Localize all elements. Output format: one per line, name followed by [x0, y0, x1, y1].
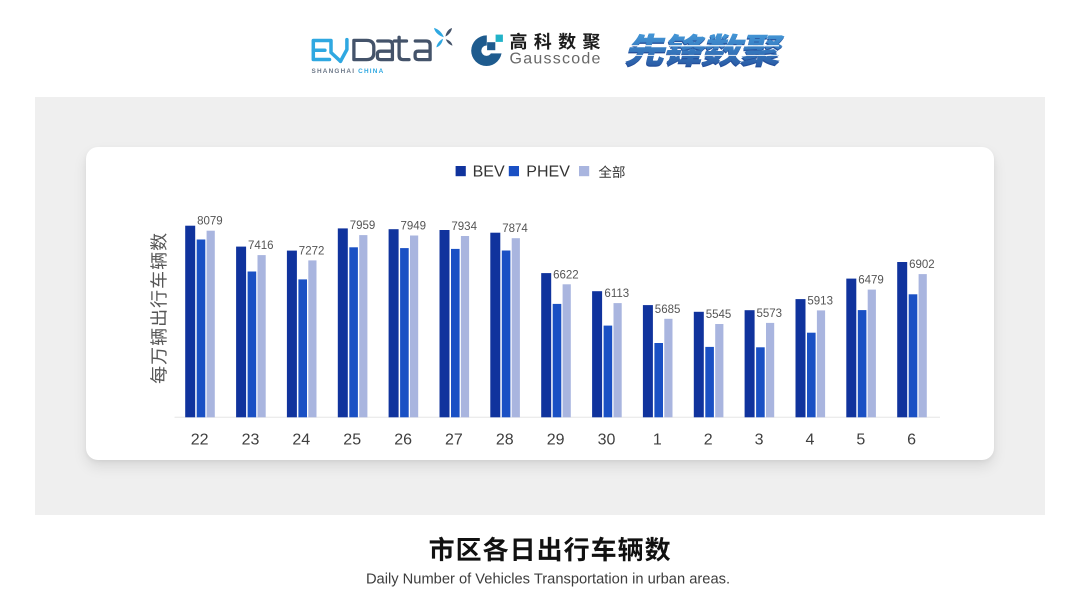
svg-text:2: 2 [704, 432, 713, 449]
svg-text:8079: 8079 [197, 216, 223, 228]
svg-text:5573: 5573 [757, 308, 783, 320]
svg-text:5545: 5545 [706, 309, 732, 321]
svg-text:Daily Number of Vehicles Trans: Daily Number of Vehicles Transportation … [366, 572, 730, 588]
svg-text:SHANGHAI CHINA: SHANGHAI CHINA [312, 68, 385, 75]
svg-text:23: 23 [242, 432, 260, 449]
svg-text:6: 6 [907, 432, 916, 449]
svg-text:6479: 6479 [858, 275, 884, 287]
svg-text:30: 30 [598, 432, 616, 449]
svg-text:24: 24 [292, 432, 310, 449]
svg-text:PHEV: PHEV [526, 164, 570, 181]
svg-text:3: 3 [755, 432, 764, 449]
svg-text:25: 25 [343, 432, 361, 449]
svg-text:7272: 7272 [299, 245, 325, 257]
svg-text:7934: 7934 [451, 221, 477, 233]
svg-text:6113: 6113 [604, 288, 629, 300]
svg-text:7959: 7959 [350, 220, 376, 232]
svg-text:7949: 7949 [401, 221, 427, 233]
svg-text:7416: 7416 [248, 240, 274, 252]
svg-text:4: 4 [805, 432, 814, 449]
svg-text:1: 1 [653, 432, 662, 449]
svg-text:26: 26 [394, 432, 412, 449]
svg-text:5685: 5685 [655, 304, 681, 316]
svg-text:29: 29 [547, 432, 565, 449]
svg-text:BEV: BEV [473, 164, 505, 181]
svg-text:5913: 5913 [807, 295, 833, 307]
svg-text:6622: 6622 [553, 269, 579, 281]
svg-text:22: 22 [191, 432, 209, 449]
svg-text:7874: 7874 [502, 223, 528, 235]
svg-text:27: 27 [445, 432, 463, 449]
svg-text:5: 5 [856, 432, 865, 449]
svg-text:28: 28 [496, 432, 514, 449]
svg-text:Gausscode: Gausscode [510, 51, 602, 68]
svg-text:6902: 6902 [909, 259, 935, 271]
